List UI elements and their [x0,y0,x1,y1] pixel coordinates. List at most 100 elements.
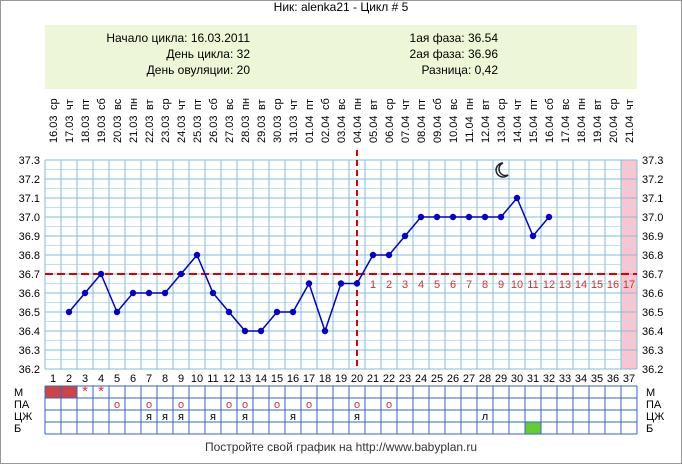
y-tick-label: 36.8 [19,250,40,262]
temperature-point [321,327,329,335]
y-tick-label: 37.2 [642,174,663,186]
row-label: М [646,387,655,399]
weekday-label: пт [80,99,92,110]
y-tick-label: 36.8 [642,250,663,262]
table-mark: л [482,411,488,423]
temperature-point [129,289,137,297]
y-tick-label: 37.0 [19,212,40,224]
temperature-point [225,308,233,316]
phase2-label: 8 [482,279,488,291]
table-mark: о [146,399,152,411]
weekday-label: вс [448,98,460,110]
weekday-label: вт [256,99,268,110]
table-mark: я [210,411,216,423]
summary-value: 20 [237,63,251,77]
weekday-label: пт [528,99,540,110]
phase2-label: 4 [418,279,424,291]
weekday-label: ср [272,98,284,110]
date-label: 26.03 [208,115,220,143]
moon-icon [495,162,509,178]
day-number: 7 [146,373,152,385]
table-mark: о [226,399,232,411]
day-number: 9 [178,373,184,385]
day-number: 25 [431,373,443,385]
phase2-label: 1 [370,279,376,291]
y-tick-label: 37.3 [19,155,40,167]
summary-line: День овуляции: 20 [147,63,251,77]
weekday-label: вс [336,98,348,110]
phase2-label: 6 [450,279,456,291]
date-label: 19.04 [592,115,604,143]
weekday-label: ср [160,98,172,110]
y-tick-label: 37.1 [19,193,40,205]
weekday-label: ср [496,98,508,110]
temperature-point [513,194,521,202]
date-label: 20.03 [112,115,124,143]
temperature-point [369,251,377,259]
day-number: 3 [82,373,88,385]
temperature-point [337,280,345,287]
date-label: 10.04 [448,115,460,143]
day-number: 6 [130,373,136,385]
day-number: 4 [98,373,104,385]
y-tick-label: 36.2 [19,364,40,376]
temperature-point [529,232,537,240]
table-mark: о [354,399,360,411]
day-number: 35 [591,373,603,385]
summary-line: Начало цикла: 16.03.2011 [106,31,250,45]
table-mark: о [274,399,280,411]
temperature-point [81,289,89,297]
phase2-label: 13 [559,279,571,291]
row-label: М [14,387,23,399]
table-mark: о [386,399,392,411]
date-label: 22.03 [144,115,156,143]
y-tick-label: 37.2 [19,174,40,186]
weekday-label: вт [368,99,380,110]
day-number: 2 [66,373,72,385]
day-number: 30 [511,373,523,385]
summary-value: 0,42 [475,63,499,77]
weekday-label: вс [224,98,236,110]
table-mark: я [178,411,184,423]
weekday-label: сб [96,98,108,110]
row-label: ПА [14,399,30,411]
date-label: 02.04 [320,115,332,143]
day-number: 13 [239,373,251,385]
temperature-point [273,308,281,316]
title: Ник: alenka21 - Цикл # 5 [274,0,409,14]
phase2-label: 16 [607,279,619,291]
temperature-point [209,289,217,297]
date-label: 06.04 [384,115,396,143]
phase2-label: 17 [623,279,635,291]
weekday-label: пт [192,99,204,110]
summary-label: День овуляции: [147,63,234,77]
date-label: 28.03 [240,115,252,143]
temperature-point [353,280,361,287]
date-label: 21.04 [624,115,636,143]
weekday-label: ср [608,98,620,110]
date-label: 31.03 [288,115,300,143]
phase2-label: 10 [511,279,523,291]
summary-line: Разница: 0,42 [421,63,498,77]
weekday-label: пн [576,98,588,110]
y-tick-label: 36.4 [19,326,40,338]
temperature-point [449,213,457,221]
date-label: 05.04 [368,115,380,143]
y-tick-label: 37.1 [642,193,663,205]
table-mark: я [290,411,296,423]
date-label: 03.04 [336,115,348,143]
summary-value: 36.54 [468,31,498,45]
y-tick-label: 36.4 [642,326,663,338]
day-number: 29 [495,373,507,385]
weekday-label: пн [464,98,476,110]
day-number: 12 [223,373,235,385]
temperature-point [97,270,105,278]
y-tick-label: 37.0 [642,212,663,224]
phase2-label: 15 [591,279,603,291]
day-number: 16 [287,373,299,385]
y-tick-label: 36.6 [642,288,663,300]
table-mark: я [354,411,360,423]
date-label: 04.04 [352,115,364,143]
temperature-point [401,232,409,240]
phase2-label: 9 [498,279,504,291]
